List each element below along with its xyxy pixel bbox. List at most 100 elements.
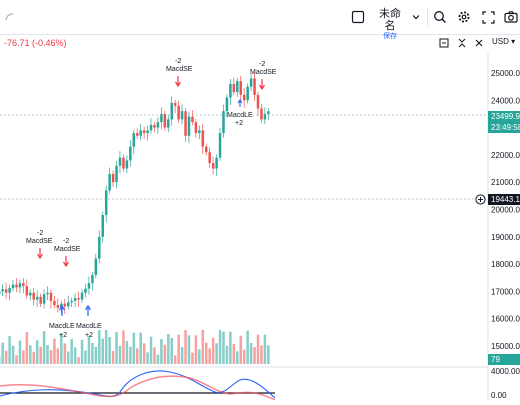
close-pane-icon[interactable] <box>473 37 485 49</box>
volume-bar <box>91 343 94 364</box>
camera-icon[interactable] <box>502 7 520 27</box>
volume-bar <box>170 338 173 364</box>
candle <box>153 124 156 128</box>
candle <box>129 146 132 161</box>
volume-bar <box>32 351 35 364</box>
volume-bar <box>25 332 29 364</box>
sell-arrow-icon <box>36 248 44 260</box>
currency-selector[interactable]: USD ▾ <box>492 37 516 46</box>
candle <box>194 122 198 134</box>
volume-bar <box>153 347 156 364</box>
candle <box>249 78 253 87</box>
volume-bar <box>108 337 111 364</box>
candle <box>177 105 180 120</box>
layout-name-button[interactable]: 未命名 保存 <box>374 8 406 41</box>
volume-bar <box>236 351 239 364</box>
signal-qty: +2 <box>59 332 67 339</box>
candle <box>215 157 218 169</box>
signal-qty: -2 <box>175 58 181 65</box>
candle <box>8 288 11 293</box>
volume-bar <box>70 339 73 364</box>
add-alert-icon[interactable] <box>474 193 486 205</box>
volume-bar <box>125 341 129 364</box>
candle <box>187 116 191 136</box>
volume-bar <box>253 347 256 364</box>
fullscreen-icon[interactable] <box>479 7 497 27</box>
signal-line <box>0 375 276 401</box>
candle <box>118 157 122 166</box>
candle <box>104 190 108 215</box>
volume-bar <box>149 336 153 364</box>
volume-bar <box>129 346 132 364</box>
volume-bar <box>139 332 142 364</box>
candle <box>263 113 267 120</box>
volume-bar <box>177 334 180 364</box>
volume-bar <box>0 356 1 364</box>
candle <box>0 291 1 295</box>
candle <box>184 111 187 136</box>
candle <box>146 130 149 134</box>
candles <box>0 71 270 314</box>
volume-bar <box>67 351 70 364</box>
sell-arrow-icon <box>258 79 266 91</box>
volume-bar <box>246 330 249 364</box>
candle <box>201 130 205 147</box>
volume-bar <box>180 347 184 364</box>
undo-icon[interactable] <box>3 7 17 27</box>
signal-name: MacdSE <box>250 69 277 76</box>
macd-oscillator <box>0 366 488 401</box>
chart-pane[interactable]: 25000.0024000.0023000.0022000.0021000.00… <box>0 52 520 401</box>
volume-bar <box>104 330 108 364</box>
chevron-down-icon[interactable] <box>409 7 423 27</box>
volume-bar <box>132 332 136 364</box>
volume-bar <box>163 344 167 364</box>
candle <box>35 296 39 300</box>
price-tick-label: 20000.00 <box>491 206 520 215</box>
square-icon[interactable] <box>349 7 367 27</box>
volume-bars <box>0 330 270 364</box>
candle <box>56 305 60 308</box>
gear-icon[interactable] <box>455 7 473 27</box>
volume-bar <box>39 346 42 364</box>
volume-bar <box>87 335 91 364</box>
candlestick-chart[interactable]: 25000.0024000.0023000.0022000.0021000.00… <box>0 52 520 401</box>
currency-label: USD <box>492 37 509 46</box>
volume-bar <box>184 330 187 364</box>
volume-bar <box>142 343 146 364</box>
candle <box>180 111 184 120</box>
candle <box>205 146 208 153</box>
candle <box>53 300 56 306</box>
candle <box>222 111 225 134</box>
candle <box>91 275 94 284</box>
volume-bar <box>56 348 60 364</box>
candle <box>218 133 222 158</box>
candle <box>267 111 270 114</box>
volume-bar <box>201 330 205 364</box>
volume-bar <box>205 342 208 364</box>
volume-bar <box>77 357 80 364</box>
candle <box>46 292 49 295</box>
volume-bar <box>15 355 18 364</box>
candle <box>211 163 215 169</box>
layout-name: 未命名 <box>379 8 401 32</box>
candle <box>115 165 118 183</box>
candle <box>108 174 111 191</box>
volume-bar <box>84 350 87 364</box>
price-tick-label: 25000.00 <box>491 69 520 78</box>
minimize-pane-icon[interactable] <box>438 37 450 49</box>
volume-bar <box>63 343 67 364</box>
price-tick-label: 15000.00 <box>491 342 520 351</box>
volume-bar <box>73 347 77 364</box>
buy-arrow-icon <box>237 99 243 107</box>
volume-bar <box>229 331 232 364</box>
candle <box>139 130 142 136</box>
candle <box>191 116 194 123</box>
search-icon[interactable] <box>431 7 449 27</box>
sell-arrow-icon <box>174 76 182 88</box>
candle <box>49 292 53 301</box>
candle <box>111 174 115 183</box>
volume-value-tag: 79 <box>488 354 520 365</box>
maximize-pane-icon[interactable] <box>456 37 468 49</box>
last-price-tag: 23499.97 <box>488 111 520 122</box>
candle <box>4 289 8 293</box>
